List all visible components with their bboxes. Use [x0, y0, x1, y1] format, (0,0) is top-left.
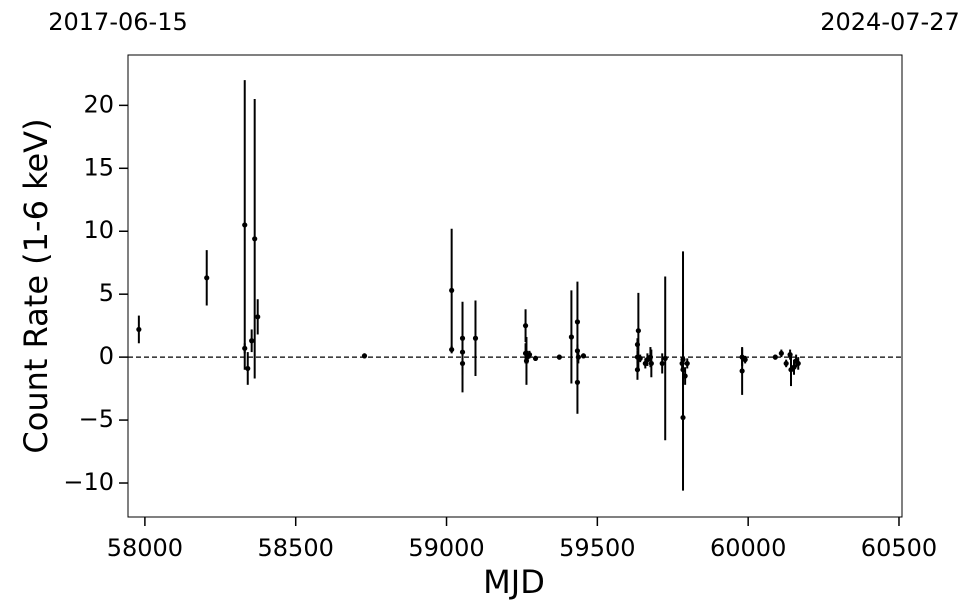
x-tick-label: 59500: [559, 534, 635, 562]
data-point: [575, 354, 581, 360]
data-point: [252, 236, 258, 242]
x-tick-label: 59000: [408, 534, 484, 562]
data-point: [634, 367, 641, 373]
data-point: [684, 360, 690, 367]
x-tick-label: 58000: [107, 534, 183, 562]
data-point: [526, 352, 533, 358]
y-axis-label: Count Rate (1-6 keV): [17, 118, 55, 453]
y-tick-label: 5: [99, 279, 114, 307]
data-point: [648, 360, 654, 367]
data-point: [255, 314, 261, 320]
data-point: [245, 365, 251, 372]
x-axis-label: MJD: [483, 563, 545, 601]
data-point: [795, 360, 801, 367]
data-point: [249, 338, 255, 344]
data-point: [574, 319, 581, 325]
data-point: [772, 354, 778, 360]
y-tick-label: 0: [99, 342, 114, 370]
data-point: [472, 335, 479, 341]
y-tick-label: 20: [83, 90, 114, 118]
top-left-date: 2017-06-15: [48, 8, 187, 36]
data-point: [659, 360, 665, 367]
data-point: [635, 328, 641, 334]
y-tick-label: −5: [79, 405, 114, 433]
y-tick-label: 10: [83, 216, 114, 244]
data-point: [459, 360, 466, 367]
x-tick-label: 60500: [861, 534, 937, 562]
data-point: [532, 355, 539, 361]
y-tick-label: −10: [63, 468, 114, 496]
x-tick-label: 60000: [710, 534, 786, 562]
data-point: [242, 345, 248, 351]
x-tick-label: 58500: [258, 534, 334, 562]
data-point: [680, 357, 686, 363]
data-point: [361, 353, 368, 359]
plot-frame: [127, 54, 903, 518]
data-point: [783, 360, 789, 367]
data-point: [242, 222, 248, 228]
data-point: [449, 287, 455, 294]
data-point: [739, 368, 745, 374]
data-point: [136, 326, 142, 333]
data-point: [204, 275, 210, 281]
data-point: [522, 323, 529, 329]
data-point: [778, 350, 784, 356]
top-right-date: 2024-07-27: [820, 8, 959, 36]
data-point: [742, 357, 748, 363]
y-tick-label: 15: [83, 153, 114, 181]
data-point: [662, 355, 668, 361]
data-point: [556, 354, 562, 360]
data-point: [637, 355, 643, 361]
data-point: [580, 353, 587, 359]
data-point: [449, 346, 455, 353]
data-point: [574, 379, 581, 385]
data-point: [634, 341, 641, 348]
data-point: [568, 334, 575, 340]
data-point: [682, 373, 688, 379]
